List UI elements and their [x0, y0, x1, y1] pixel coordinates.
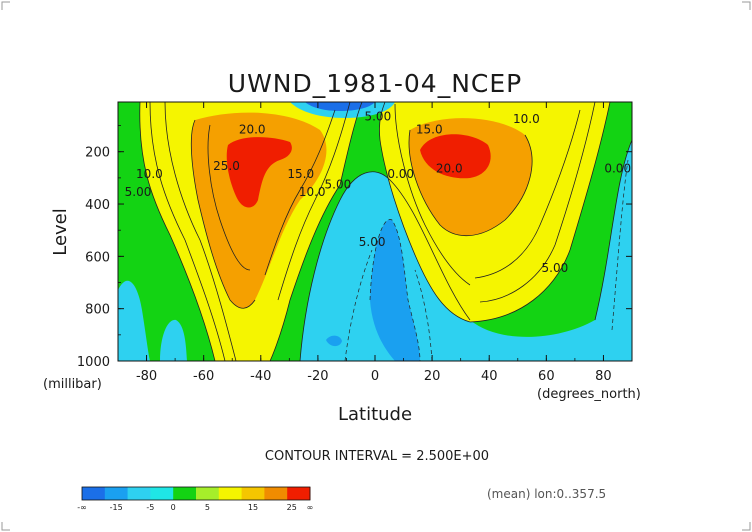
contour-label: 5.00	[125, 185, 152, 199]
filled-contour-negative-5-lower-left	[160, 319, 187, 361]
colorbar-swatch	[241, 487, 265, 500]
contour-label: 10.0	[136, 167, 163, 181]
x-tick-label: -20	[307, 369, 328, 384]
filled-contour-max-north	[420, 134, 491, 179]
colorbar-swatch	[150, 487, 174, 500]
colorbar-label: 5	[205, 503, 210, 512]
colorbar-swatch	[287, 487, 311, 500]
filled-contour-negative-5-left	[118, 280, 150, 361]
x-axis: -80 -60 -40 -20 0 20 40 60 80	[117, 102, 633, 384]
colorbar-label: 25	[287, 503, 297, 512]
y-axis-label: Level	[50, 208, 71, 256]
x-tick-label: 20	[424, 369, 441, 384]
filled-contour-negative-15	[370, 219, 420, 361]
x-tick-label: 80	[595, 369, 612, 384]
x-tick-label: 40	[481, 369, 498, 384]
colorbar-label: -∞	[77, 503, 87, 512]
colorbar-swatch	[173, 487, 197, 500]
colorbar-label: -5	[146, 503, 154, 512]
x-tick-label: 0	[371, 369, 379, 384]
contour-plot-area: 20.025.010.05.0015.010.05.005.000.005.00…	[118, 102, 632, 361]
contour-label: 0.00	[387, 167, 414, 181]
footer-text: (mean) lon:0..357.5	[487, 487, 606, 501]
colorbar-label: 15	[248, 503, 258, 512]
filled-contour-top-tropics-core	[305, 102, 375, 111]
x-tick-label: -60	[193, 369, 214, 384]
chart-title: UWND_1981-04_NCEP	[228, 69, 522, 98]
colorbar-swatch	[196, 487, 220, 500]
contour-labels: 20.025.010.05.0015.010.05.005.000.005.00…	[125, 109, 631, 275]
contour-label: 5.00	[364, 109, 391, 123]
x-axis-units: (degrees_north)	[537, 387, 641, 402]
filled-contour-negative-15-blob	[326, 335, 342, 347]
y-axis: 200 400 600 800 1000	[77, 125, 632, 370]
y-tick-label: 600	[85, 250, 110, 265]
contour-label: 5.00	[325, 177, 352, 191]
x-tick-label: -80	[136, 369, 157, 384]
colorbar-label: -15	[110, 503, 123, 512]
contour-lines-negative	[344, 159, 629, 361]
colorbar	[81, 486, 311, 501]
colorbar-label: ∞	[307, 503, 314, 512]
colorbar-swatch	[218, 487, 243, 500]
contour-label: 20.0	[239, 122, 266, 136]
colorbar-swatch	[82, 487, 106, 500]
y-axis-units: (millibar)	[43, 377, 102, 392]
contour-label: 5.00	[542, 261, 569, 275]
contour-lines	[139, 102, 632, 361]
filled-contour-max-south	[226, 137, 292, 208]
contour-label: 15.0	[287, 167, 314, 181]
contour-label: 15.0	[416, 122, 443, 136]
contour-label: 5.00	[359, 235, 386, 249]
y-tick-label: 1000	[77, 355, 110, 370]
y-tick-label: 800	[85, 303, 110, 318]
contour-label: 25.0	[213, 159, 240, 173]
contour-label: 10.0	[513, 112, 540, 126]
colorbar-label: 0	[171, 503, 176, 512]
filled-contour-25	[191, 112, 327, 309]
contour-label: 10.0	[299, 185, 326, 199]
contour-label: 0.00	[604, 162, 631, 176]
x-axis-label: Latitude	[338, 404, 412, 425]
colorbar-swatch	[264, 487, 288, 500]
x-tick-label: 60	[538, 369, 555, 384]
x-tick-label: -40	[250, 369, 271, 384]
colorbar-swatch	[104, 487, 129, 500]
colorbar-swatch	[127, 487, 151, 500]
colorbar-labels: -∞ -15 -5 0 5 15 25 ∞	[77, 503, 313, 512]
contour-label: 20.0	[436, 162, 463, 176]
contour-interval-text: CONTOUR INTERVAL = 2.500E+00	[265, 449, 489, 464]
y-tick-label: 200	[85, 146, 110, 161]
colorbar-frame	[81, 486, 311, 501]
y-tick-label: 400	[85, 198, 110, 213]
